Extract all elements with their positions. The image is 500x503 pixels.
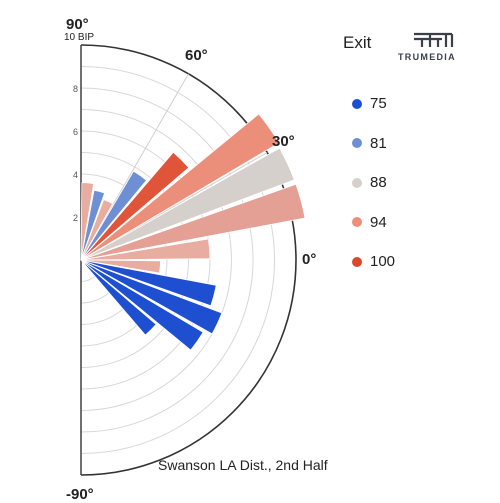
radial-tick-label: 4 bbox=[73, 170, 78, 180]
legend-item: 94 bbox=[352, 203, 395, 243]
radial-tick-label: 8 bbox=[73, 84, 78, 94]
radial-ticks: 2 4 6 8 bbox=[73, 84, 78, 223]
legend-swatch bbox=[352, 177, 362, 188]
legend-swatch bbox=[352, 256, 362, 267]
legend-swatch bbox=[352, 217, 362, 228]
legend-item: 88 bbox=[352, 163, 395, 203]
angle-label-60: 60° bbox=[185, 47, 208, 64]
legend: 75 81 88 94 100 bbox=[352, 84, 395, 282]
bar bbox=[80, 147, 295, 261]
bar bbox=[80, 238, 211, 261]
legend-swatch bbox=[352, 138, 362, 149]
bar bbox=[80, 189, 106, 261]
grid-ring bbox=[80, 109, 232, 411]
angle-label-90: 90° bbox=[66, 16, 89, 33]
legend-item: 81 bbox=[352, 124, 395, 164]
legend-label: 88 bbox=[370, 174, 387, 192]
bar bbox=[80, 259, 204, 351]
bar bbox=[80, 259, 223, 335]
legend-label: 75 bbox=[370, 95, 387, 113]
legend-swatch bbox=[352, 98, 362, 109]
logo-icon bbox=[414, 32, 454, 47]
polar-bars bbox=[80, 113, 306, 351]
bar bbox=[80, 182, 95, 261]
grid-ring bbox=[80, 66, 275, 454]
legend-item: 75 bbox=[352, 84, 395, 124]
trumedia-logo: TRUMEDIA bbox=[398, 30, 464, 66]
grid-ring bbox=[80, 152, 189, 368]
angle-label-0: 0° bbox=[302, 251, 317, 268]
legend-label: 100 bbox=[370, 253, 396, 271]
bar bbox=[80, 259, 217, 307]
radial-tick-label: 6 bbox=[73, 127, 78, 137]
outer-ring bbox=[80, 44, 297, 476]
bar bbox=[80, 170, 148, 261]
legend-label: 81 bbox=[370, 134, 387, 152]
bar bbox=[80, 183, 306, 261]
radial-tick-label: 2 bbox=[73, 213, 78, 223]
angle-label-30: 30° bbox=[272, 133, 295, 150]
legend-label: 94 bbox=[370, 213, 387, 231]
angle-label-neg90: -90° bbox=[66, 486, 94, 503]
radial-unit-label: 10 BIP bbox=[64, 32, 95, 43]
logo-wordmark: TRUMEDIA bbox=[398, 52, 456, 62]
grid-ring bbox=[80, 173, 168, 347]
grid-ring bbox=[80, 87, 254, 433]
legend-title: Exit bbox=[343, 33, 372, 52]
bar bbox=[80, 259, 161, 274]
bar bbox=[80, 151, 190, 261]
bar bbox=[80, 113, 280, 261]
legend-item: 100 bbox=[352, 242, 395, 282]
bar bbox=[80, 199, 114, 261]
bar bbox=[80, 259, 157, 336]
grid-ring bbox=[80, 130, 211, 390]
chart-caption: Swanson LA Dist., 2nd Half bbox=[158, 457, 328, 473]
